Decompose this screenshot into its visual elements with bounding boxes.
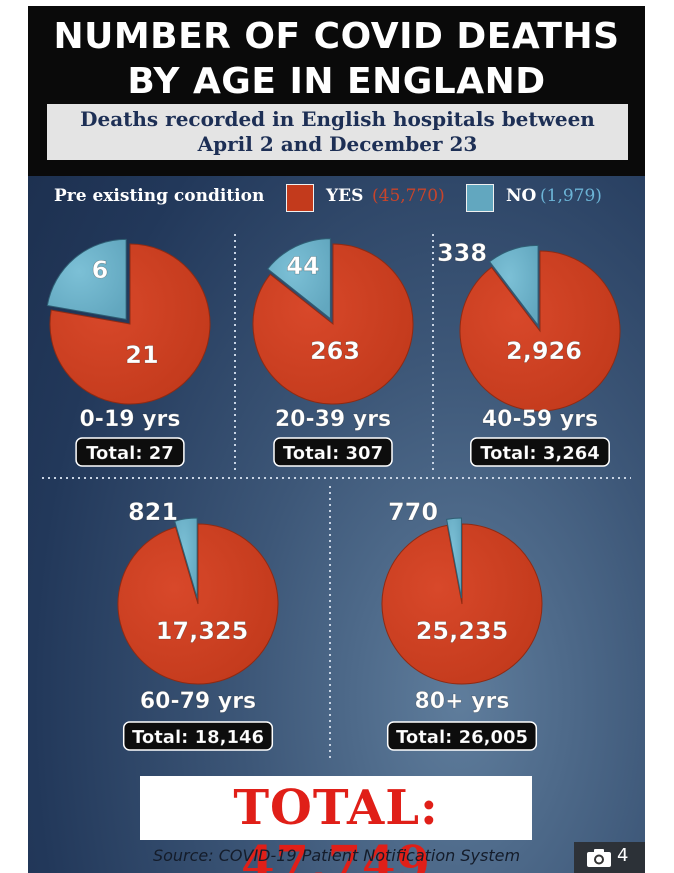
legend-no-count: (1,979)	[540, 186, 602, 206]
header: NUMBER OF COVID DEATHS BY AGE IN ENGLAND…	[28, 6, 645, 176]
pie-age-label: 20-39 yrs	[275, 407, 391, 432]
pie-label-no: 6	[92, 256, 109, 284]
pie-label-yes: 17,325	[156, 617, 249, 645]
pie-slice-no	[174, 517, 198, 599]
pie-label-yes: 2,926	[506, 337, 582, 365]
grand-total: TOTAL: 47,749	[233, 780, 439, 873]
pie-slice-yes	[459, 250, 621, 412]
pie-age-label: 80+ yrs	[415, 689, 510, 714]
subtitle-line-1: Deaths recorded in English hospitals bet…	[80, 107, 595, 131]
pie-label-no: 770	[388, 498, 438, 526]
pie-slice-no	[488, 244, 539, 327]
legend-yes-label: YES	[326, 186, 364, 206]
pie-total-badge	[386, 721, 538, 751]
pie-label-yes: 263	[310, 337, 360, 365]
legend-title: Pre existing condition	[54, 186, 265, 206]
pie-total-badge	[122, 721, 274, 751]
source-note: Source: COVID-19 Patient Notification Sy…	[152, 846, 521, 865]
pie-age-label: 0-19 yrs	[80, 407, 181, 432]
camera-icon	[587, 849, 611, 867]
legend-yes-count: (45,770)	[372, 186, 445, 206]
subtitle-box: Deaths recorded in English hospitals bet…	[47, 104, 628, 160]
pie-age-label: 40-59 yrs	[482, 407, 598, 432]
pie-total-badge	[75, 437, 185, 467]
pie-label-no: 338	[437, 239, 487, 267]
legend-no-label: NO	[506, 186, 537, 206]
pie-slice-yes	[381, 523, 543, 685]
pie-slice-yes	[252, 243, 414, 405]
pie-slice-no	[446, 517, 462, 599]
pie-label-no: 44	[286, 252, 319, 280]
pie-total-label: Total: 18,146	[132, 727, 264, 748]
pie-total-badge	[470, 437, 610, 467]
legend-swatch-no	[466, 184, 494, 212]
photo-count: 4	[617, 845, 629, 866]
title-line-1: NUMBER OF COVID DEATHS	[53, 16, 620, 57]
pie-label-no: 821	[128, 498, 178, 526]
pie-total-label: Total: 307	[283, 443, 383, 464]
pie-total-label: Total: 3,264	[480, 443, 600, 464]
pie-slice-yes	[117, 523, 279, 685]
subtitle-line-2: April 2 and December 23	[197, 132, 478, 156]
title-line-2: BY AGE IN ENGLAND	[127, 61, 546, 102]
photo-count-badge[interactable]	[574, 842, 645, 873]
pie-total-label: Total: 26,005	[396, 727, 528, 748]
infographic-card: NUMBER OF COVID DEATHS BY AGE IN ENGLAND…	[28, 6, 645, 873]
pie-age-label: 60-79 yrs	[140, 689, 256, 714]
legend-swatch-yes	[286, 184, 314, 212]
grand-total-box: TOTAL: 47,749	[140, 776, 532, 873]
pie-slice-no	[266, 238, 331, 320]
pie-slice-yes	[49, 243, 211, 405]
pie-label-yes: 21	[125, 341, 158, 369]
pie-slice-no	[46, 238, 127, 320]
legend: Pre existing condition YES (45,770) NO (…	[28, 182, 645, 212]
pie-total-label: Total: 27	[86, 443, 174, 464]
pie-total-badge	[273, 437, 393, 467]
pie-label-yes: 25,235	[416, 617, 509, 645]
pie-charts: 6 21 0-19 yrs Total: 27 44 263 20-39 yrs Total:…	[42, 234, 631, 761]
